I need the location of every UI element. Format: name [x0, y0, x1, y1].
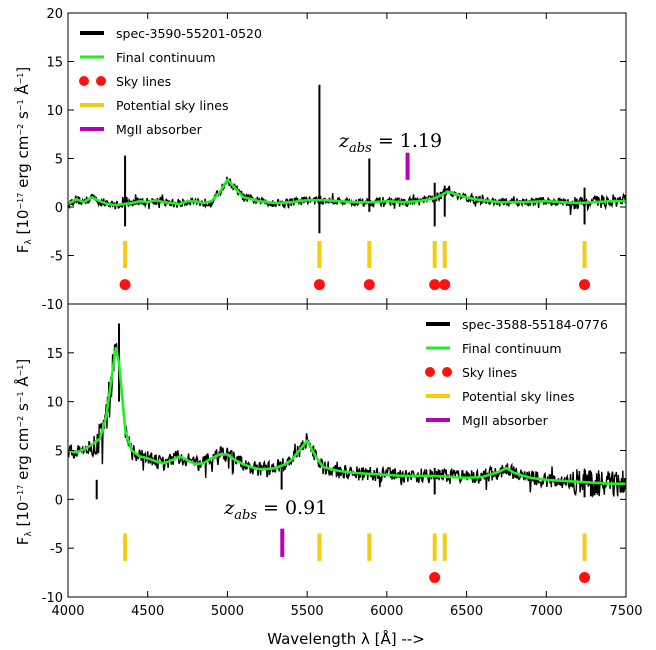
sky-line-dot [429, 571, 441, 583]
sky-line-dot [119, 279, 131, 291]
legend-label: spec-3590-55201-0520 [116, 26, 262, 41]
x-tick-label: 7000 [530, 604, 563, 619]
x-tick-label: 4500 [131, 604, 164, 619]
y-tick-label: 5 [55, 153, 63, 168]
y-tick-label: 20 [46, 7, 63, 22]
sky-line-dot [439, 279, 451, 291]
legend-swatch-sky-lines [96, 76, 106, 86]
legend-swatch-sky-lines [442, 367, 452, 377]
x-tick-label: 7500 [609, 604, 642, 619]
z-abs-annotation: zabs = 0.91 [223, 497, 327, 523]
legend-label: MgII absorber [116, 122, 203, 137]
x-tick-label: 6500 [450, 604, 483, 619]
plot-area [68, 323, 626, 583]
legend-label: spec-3588-55184-0776 [462, 317, 608, 332]
legend-swatch-sky-lines [425, 367, 435, 377]
x-tick-label: 5500 [291, 604, 324, 619]
sky-line-dot [579, 571, 591, 583]
x-tick-label: 4000 [51, 604, 84, 619]
bottom-panel: zabs = 0.91 4000 4500 5000 5500 6000 6500 7000 7… [42, 303, 643, 619]
y-tick-label: 15 [46, 347, 63, 362]
y-tick-label: 0 [55, 201, 63, 216]
sky-line-dot [429, 279, 441, 291]
y-tick-label: 15 [46, 56, 63, 71]
sky-line-dot [363, 279, 375, 291]
y-axis-label-bottom: Fλ [10−17 erg cm−2 s−1 Å−1] [13, 359, 34, 546]
y-tick-label: -5 [50, 542, 63, 557]
x-tick-label: 5000 [211, 604, 244, 619]
y-axis-label-top: Fλ [10−17 erg cm−2 s−1 Å−1] [13, 67, 34, 254]
y-tick-label: -10 [42, 298, 63, 313]
sky-line-dot [579, 279, 591, 291]
y-tick-label: 0 [55, 493, 63, 508]
plot-area [68, 84, 626, 291]
z-abs-annotation: zabs = 1.19 [338, 130, 442, 156]
y-tick-label: 10 [46, 104, 63, 119]
x-tick-label: 6000 [370, 604, 403, 619]
sky-line-dot [313, 279, 325, 291]
legend-label: Final continuum [462, 341, 562, 356]
spectrum-line [68, 176, 626, 215]
continuum-line [68, 178, 626, 207]
legend-swatch-sky-lines [79, 76, 89, 86]
legend-label: MgII absorber [462, 413, 549, 428]
legend-label: Sky lines [116, 74, 171, 89]
legend-label: Final continuum [116, 50, 216, 65]
continuum-line [68, 346, 626, 485]
top-panel: zabs = 1.19 -10 -5 0 5 10 15 20 spec-3590-55201-… [42, 7, 627, 313]
x-axis-label: Wavelength λ [Å] --> [267, 629, 425, 648]
y-tick-label: 10 [46, 396, 63, 411]
y-tick-label: -10 [42, 591, 63, 606]
legend-label: Potential sky lines [462, 389, 574, 404]
spectrum-line [68, 342, 626, 498]
legend-label: Potential sky lines [116, 98, 228, 113]
legend-label: Sky lines [462, 365, 517, 380]
y-tick-label: 5 [55, 445, 63, 460]
y-tick-label: -5 [50, 250, 63, 265]
